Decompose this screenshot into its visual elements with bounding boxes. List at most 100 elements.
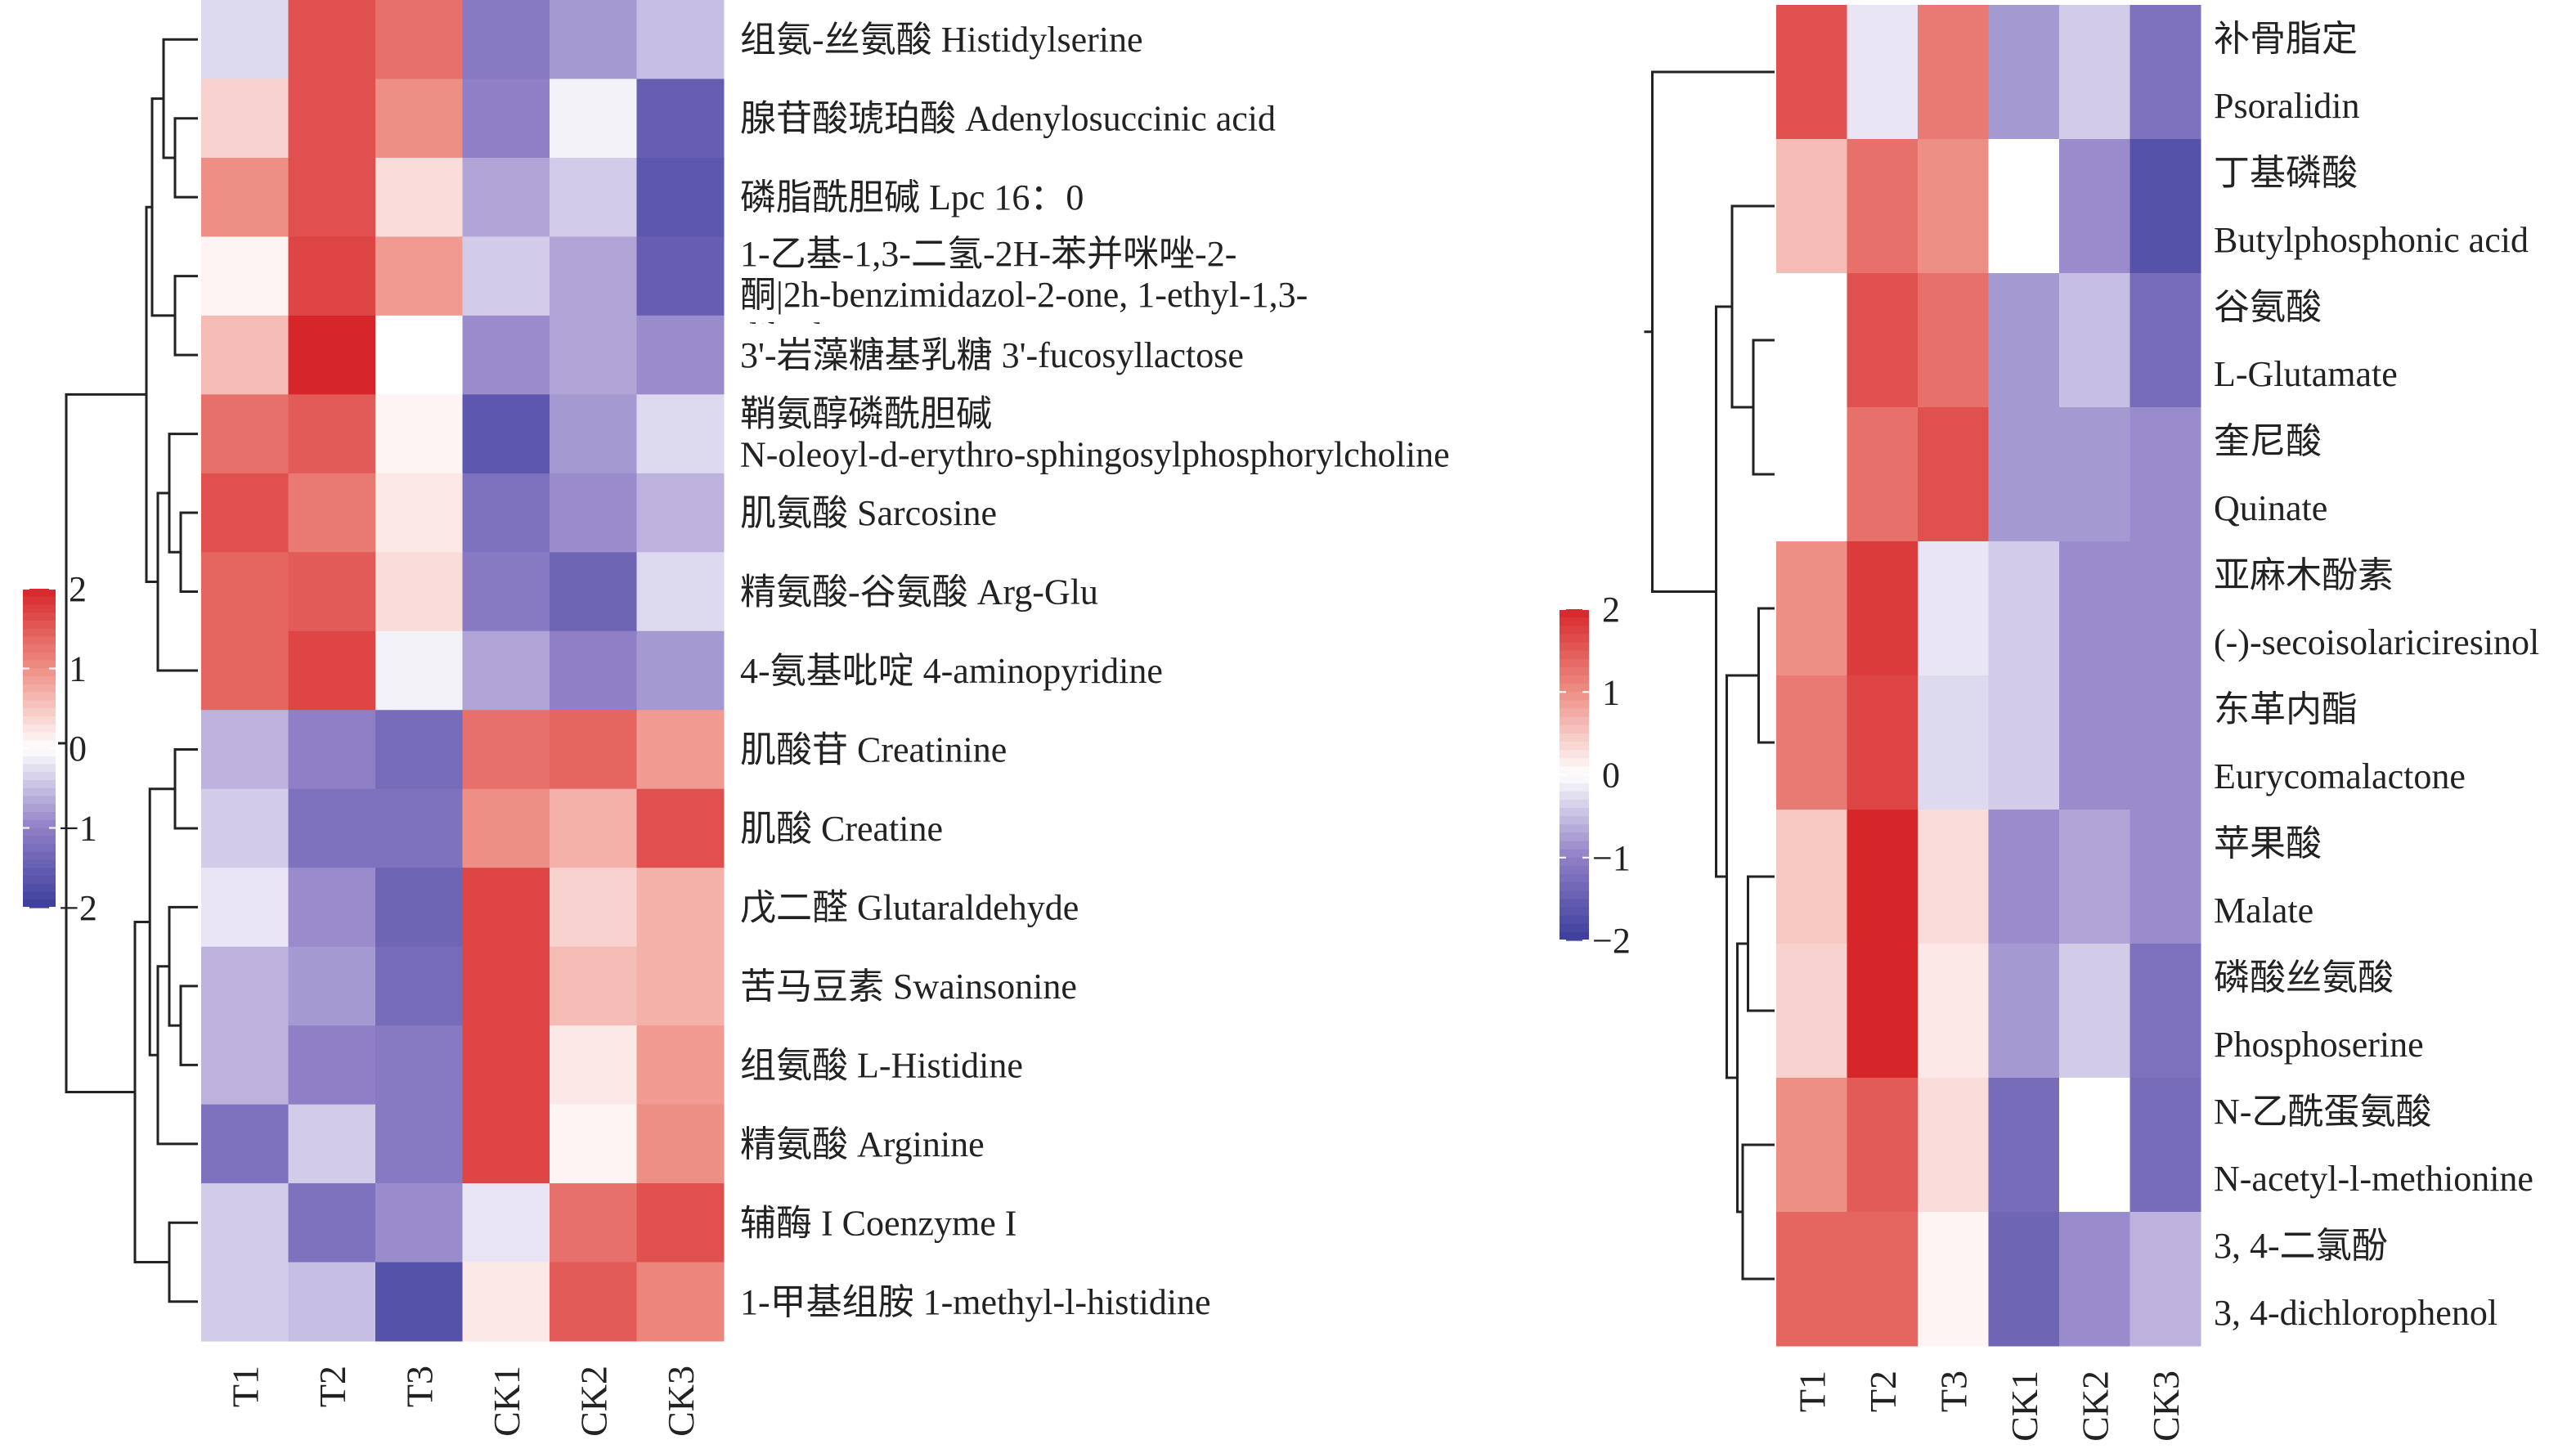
colorbar-segment	[1560, 874, 1589, 883]
row-label: Malate	[2214, 890, 2313, 931]
colorbar-segment	[23, 636, 56, 645]
cell-CK1-10	[462, 788, 550, 868]
column-label-CK1: CK1	[2004, 1370, 2045, 1442]
cell-CK1-11	[462, 868, 550, 948]
cell-CK3-7	[636, 552, 725, 632]
row-label: 丁基磷酸	[2214, 153, 2358, 193]
colorbar-segment	[1560, 733, 1589, 742]
dendrogram-branch	[1752, 339, 1775, 476]
cell-T3-0	[375, 0, 463, 79]
cell-CK1-4	[1988, 541, 2060, 676]
colorbar-segment	[23, 748, 56, 757]
row-label: 磷酸丝氨酸	[2214, 958, 2394, 998]
cell-T1-3	[201, 236, 289, 316]
cell-CK3-11	[636, 868, 725, 948]
colorbar-tick-label: 0	[1602, 756, 1620, 796]
dendrogram-branch	[1651, 70, 1775, 593]
row-label: 1-甲基组胺 1-methyl-l-histidine	[740, 1282, 1211, 1322]
cell-T1-9	[1776, 1212, 1847, 1347]
cell-CK3-14	[636, 1104, 725, 1184]
row-label: 精氨酸 Arginine	[740, 1124, 985, 1164]
cell-CK2-8	[2059, 1078, 2130, 1213]
cell-CK2-3	[2059, 407, 2130, 542]
cell-CK3-9	[636, 710, 725, 790]
row-label: 肌氨酸 Sarcosine	[740, 493, 997, 533]
cell-CK2-0	[2059, 5, 2130, 140]
cell-T2-2	[288, 157, 376, 237]
cell-T1-5	[1776, 675, 1847, 810]
cell-T2-3	[288, 236, 376, 316]
cell-CK3-10	[636, 788, 725, 868]
column-label-T2: T2	[1862, 1370, 1904, 1412]
cell-CK1-1	[462, 79, 550, 159]
row-label: 奎尼酸	[2214, 421, 2322, 461]
cell-T2-0	[1847, 5, 1919, 140]
colorbar-segment	[23, 899, 56, 908]
colorbar-segment	[23, 621, 56, 630]
cell-CK2-9	[550, 710, 637, 790]
cell-CK2-2	[550, 157, 637, 237]
dendrogram-branch	[179, 511, 198, 594]
row-label: 3, 4-二氯酚	[2214, 1226, 2388, 1266]
row-label: N-acetyl-l-methionine	[2214, 1159, 2533, 1199]
cell-T1-4	[1776, 541, 1847, 676]
cell-T1-7	[201, 552, 289, 632]
column-label-CK2: CK2	[2074, 1370, 2116, 1442]
cell-T3-8	[375, 630, 463, 711]
cell-T3-1	[1918, 139, 1989, 274]
colorbar-segment	[23, 716, 56, 725]
colorbar-segment	[23, 796, 56, 805]
dendrogram-branch	[168, 433, 198, 554]
cell-T2-9	[1847, 1212, 1919, 1347]
cell-T2-7	[288, 552, 376, 632]
colorbar-segment	[1560, 791, 1589, 801]
cell-T1-0	[1776, 5, 1847, 140]
cell-T2-14	[288, 1104, 376, 1184]
cell-T2-7	[1847, 944, 1919, 1079]
colorbar-segment	[1560, 724, 1589, 734]
cell-CK1-13	[462, 1025, 550, 1106]
cell-CK3-0	[636, 0, 725, 79]
dendrogram-branch	[173, 117, 198, 199]
colorbar-tick-label: −1	[1592, 838, 1631, 878]
cell-CK2-3	[550, 236, 637, 316]
colorbar-segment	[1560, 890, 1589, 899]
column-label-CK2: CK2	[572, 1366, 614, 1437]
colorbar-segment	[1560, 865, 1589, 875]
cell-CK3-6	[636, 473, 725, 553]
cell-CK3-5	[2129, 675, 2201, 810]
cell-CK1-3	[1988, 407, 2060, 542]
cell-T2-0	[288, 0, 376, 79]
cell-CK3-16	[636, 1262, 725, 1342]
colorbar-segment	[23, 732, 56, 741]
cell-T1-14	[201, 1104, 289, 1184]
cell-T1-2	[201, 157, 289, 237]
cell-T3-16	[375, 1262, 463, 1342]
colorbar-segment	[1560, 692, 1589, 701]
cell-CK3-6	[2129, 810, 2201, 944]
cell-CK3-9	[2129, 1212, 2201, 1347]
colorbar-segment	[23, 700, 56, 709]
cell-CK1-12	[462, 946, 550, 1026]
row-label: Phosphoserine	[2214, 1025, 2424, 1065]
row-label: 补骨脂定	[2214, 19, 2358, 59]
cell-CK1-2	[1988, 273, 2060, 408]
row-label: 鞘氨醇磷酰胆碱	[740, 394, 992, 434]
cell-CK2-14	[550, 1104, 637, 1184]
cell-CK3-12	[636, 946, 725, 1026]
cell-CK1-7	[462, 552, 550, 632]
column-label-CK3: CK3	[2145, 1370, 2187, 1442]
cell-CK2-6	[550, 473, 637, 553]
colorbar-segment	[23, 708, 56, 717]
cell-CK1-5	[1988, 675, 2060, 810]
row-label: 戊二醛 Glutaraldehyde	[740, 887, 1079, 927]
cell-T3-10	[375, 788, 463, 868]
dendrogram-branch	[133, 921, 169, 1264]
colorbar-segment	[23, 859, 56, 868]
cell-CK1-2	[462, 157, 550, 237]
colorbar-segment	[1560, 758, 1589, 767]
colorbar-tick-label: −1	[59, 809, 97, 849]
row-label: Psoralidin	[2214, 86, 2359, 126]
colorbar-segment	[23, 660, 56, 670]
cell-T2-4	[1847, 541, 1919, 676]
